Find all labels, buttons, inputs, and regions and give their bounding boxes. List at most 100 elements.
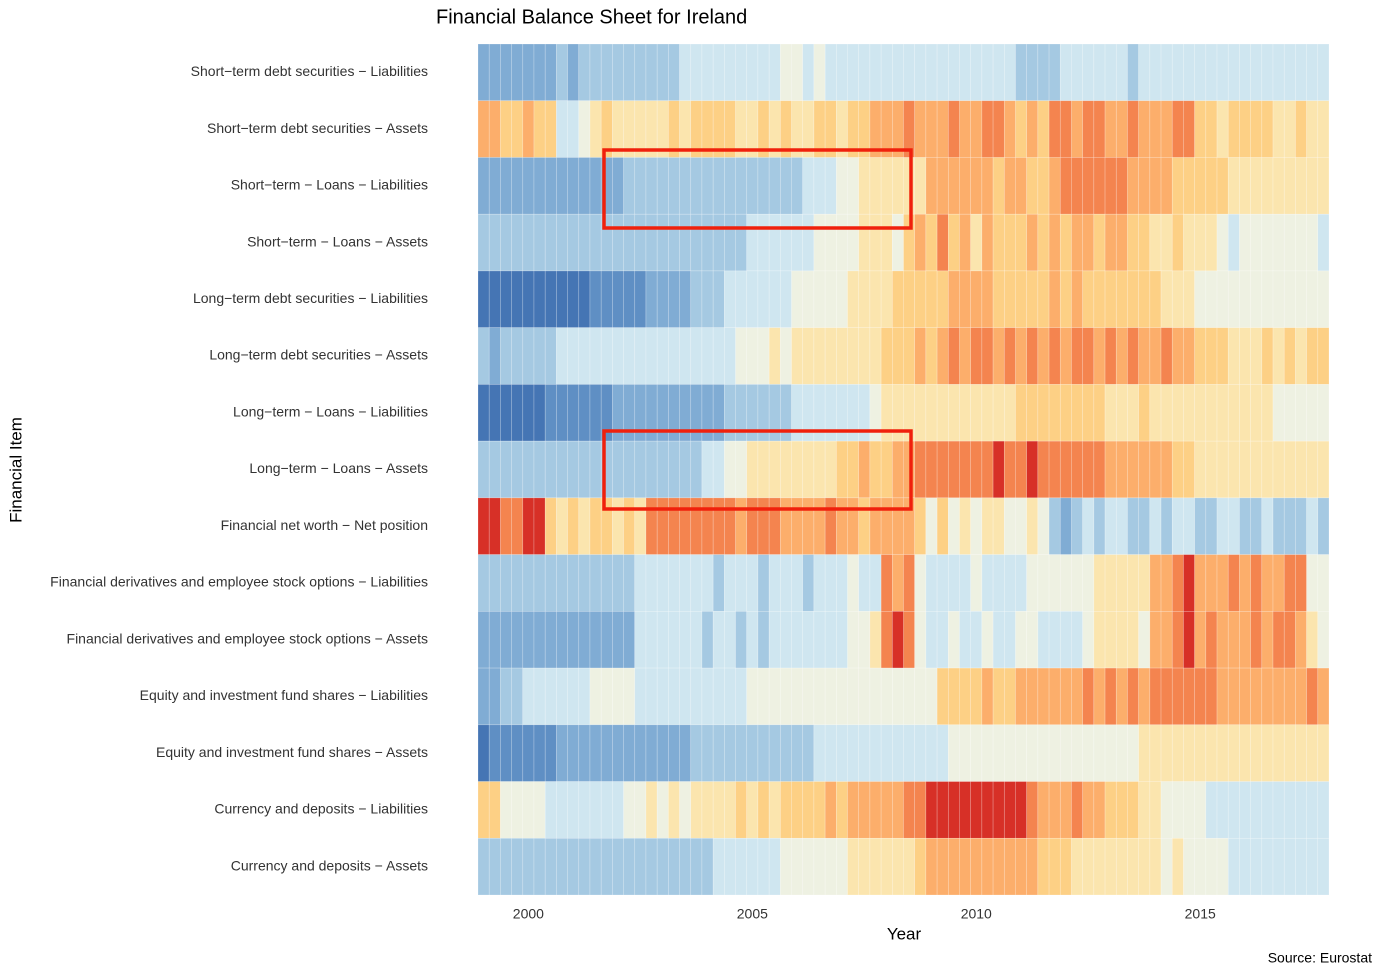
heatmap-cell [836, 781, 848, 839]
heatmap-cell [589, 497, 602, 555]
heatmap-cell [1138, 667, 1151, 726]
heatmap-cell [679, 667, 692, 726]
heatmap-cell [869, 724, 882, 782]
heatmap-cell [847, 327, 860, 385]
heatmap-cell [981, 384, 994, 442]
heatmap-cell [858, 837, 871, 896]
heatmap-cell [612, 837, 624, 896]
heatmap-cell [1015, 497, 1027, 555]
heatmap-cell [1015, 781, 1027, 839]
heatmap-cell [656, 781, 669, 839]
heatmap-cell [1283, 440, 1296, 499]
heatmap-cell [880, 724, 893, 782]
heatmap-cell [1093, 157, 1106, 215]
heatmap-cell [1205, 667, 1218, 726]
heatmap-cell [724, 724, 736, 782]
heatmap-cell [1250, 213, 1263, 272]
heatmap-cell [836, 43, 848, 102]
heatmap-cell [869, 837, 882, 896]
heatmap-cell [623, 667, 636, 726]
heatmap-cell [1171, 157, 1184, 215]
heatmap-cell [533, 213, 546, 272]
heatmap-cell [500, 270, 512, 328]
heatmap-cell [1127, 724, 1139, 782]
heatmap-cell [780, 611, 792, 669]
y-tick-label: Equity and investment fund shares − Asse… [156, 744, 428, 760]
heatmap-cell [567, 554, 580, 612]
heatmap-cell [1093, 837, 1106, 896]
heatmap-cell [1239, 270, 1251, 328]
heatmap-cell [724, 611, 736, 669]
heatmap-cell [914, 781, 927, 839]
heatmap-cell [1317, 270, 1330, 328]
heatmap-cell [623, 43, 636, 102]
heatmap-cell [1048, 611, 1061, 669]
heatmap-cell [1015, 327, 1027, 385]
heatmap-cell [1306, 497, 1319, 555]
heatmap-cell [1306, 157, 1319, 215]
heatmap-cell [556, 611, 568, 669]
heatmap-cell [1283, 157, 1296, 215]
heatmap-cell [768, 724, 781, 782]
heatmap-cell [847, 43, 860, 102]
heatmap-cell [813, 781, 826, 839]
heatmap-cell [1295, 43, 1307, 102]
heatmap-cell [1171, 327, 1184, 385]
heatmap-cell [600, 43, 613, 102]
heatmap-cell [1194, 270, 1207, 328]
heatmap-cell [623, 837, 636, 896]
heatmap-cell [1003, 611, 1016, 669]
heatmap-cell [724, 667, 736, 726]
heatmap-cell [1104, 327, 1117, 385]
heatmap-cell [1250, 667, 1263, 726]
heatmap-cell [690, 43, 703, 102]
heatmap-cell [533, 554, 546, 612]
heatmap-cell [488, 327, 501, 385]
heatmap-cell [847, 213, 860, 272]
heatmap-cell [668, 611, 680, 669]
heatmap-cell [522, 440, 535, 499]
heatmap-cell [544, 384, 557, 442]
heatmap-cell [1138, 724, 1151, 782]
heatmap-cell [1272, 611, 1285, 669]
heatmap-cell [1317, 100, 1330, 158]
heatmap-cell [522, 270, 535, 328]
heatmap-cell [701, 724, 714, 782]
heatmap-cell [1048, 213, 1061, 272]
heatmap-cell [1071, 157, 1083, 215]
heatmap-cell [1216, 327, 1229, 385]
heatmap-cell [1160, 554, 1173, 612]
heatmap-cell [488, 611, 501, 669]
heatmap-cell [1306, 667, 1319, 726]
heatmap-cell [1171, 781, 1184, 839]
heatmap-cell [1048, 724, 1061, 782]
heatmap-cell [1037, 497, 1050, 555]
heatmap-cell [936, 667, 949, 726]
heatmap-cell [836, 611, 848, 669]
heatmap-cell [522, 554, 535, 612]
heatmap-cell [903, 440, 915, 499]
heatmap-cell [892, 554, 904, 612]
x-axis-label: Year [887, 924, 922, 943]
heatmap-cell [735, 781, 748, 839]
heatmap-cell [836, 440, 848, 499]
heatmap-cell [858, 43, 871, 102]
heatmap-cell [477, 43, 490, 102]
heatmap-cell [533, 497, 546, 555]
heatmap-cell [1183, 611, 1195, 669]
heatmap-cell [824, 837, 837, 896]
heatmap-cell [757, 440, 770, 499]
heatmap-cell [813, 43, 826, 102]
heatmap-cell [1227, 781, 1240, 839]
heatmap-cell [645, 837, 658, 896]
heatmap-cell [1048, 667, 1061, 726]
heatmap-cell [1127, 213, 1139, 272]
heatmap-cell [1127, 270, 1139, 328]
heatmap-cell [589, 440, 602, 499]
heatmap-cell [1205, 440, 1218, 499]
heatmap-cell [477, 497, 490, 555]
heatmap-cell [869, 781, 882, 839]
heatmap-cell [1026, 43, 1039, 102]
heatmap-cell [858, 440, 871, 499]
heatmap-cell [1317, 667, 1330, 726]
